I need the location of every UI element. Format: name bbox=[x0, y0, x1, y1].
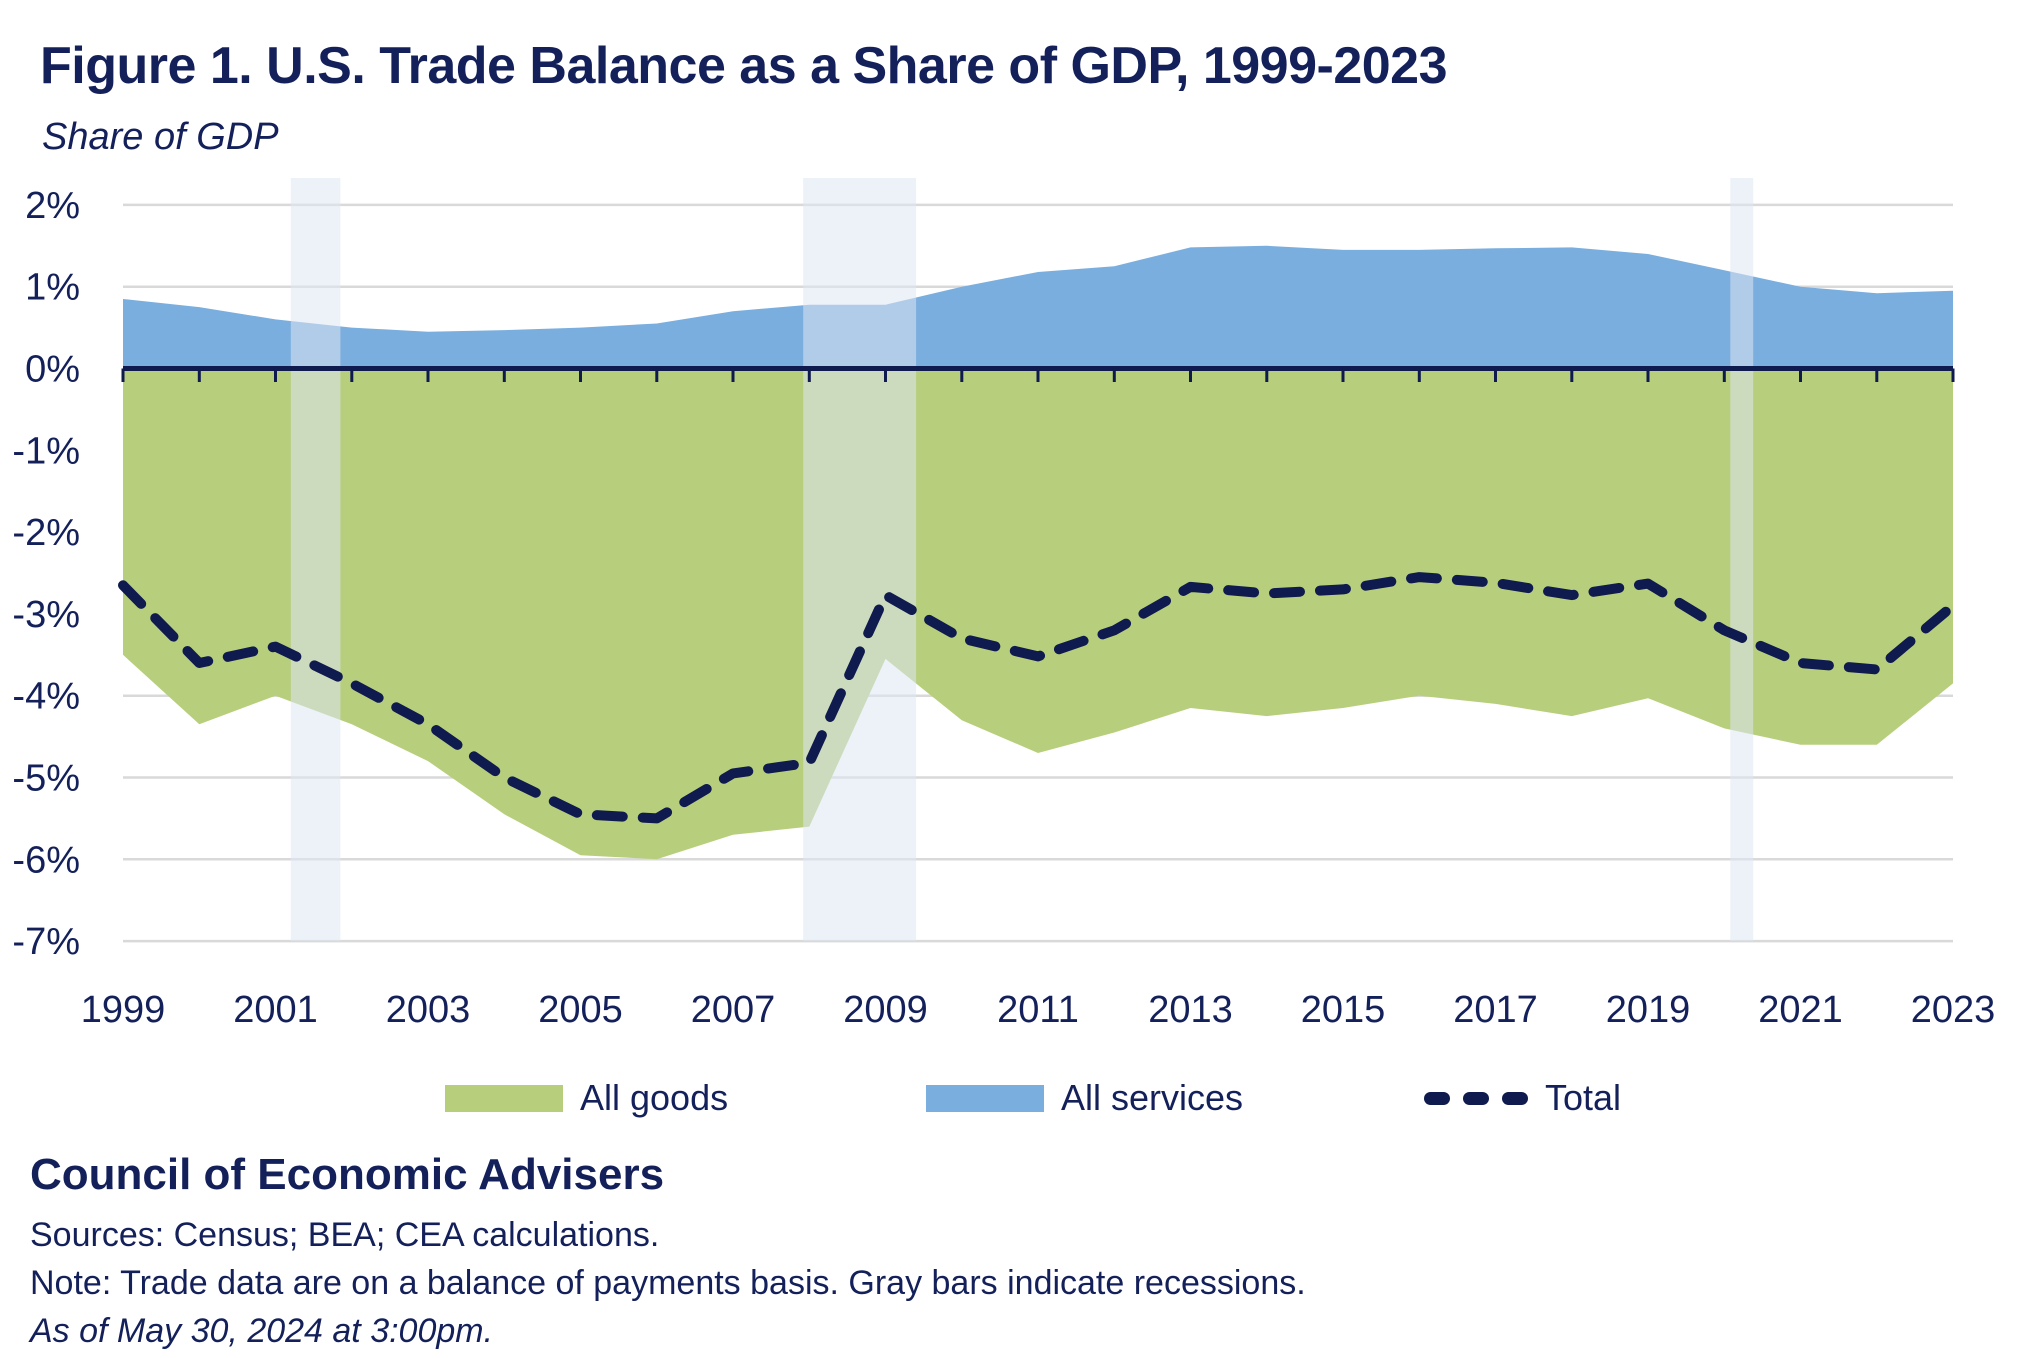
all-goods-label: All goods bbox=[580, 1077, 729, 1118]
x-tick-label-2019: 2019 bbox=[1606, 989, 1691, 1031]
x-tick-label-2017: 2017 bbox=[1453, 989, 1538, 1031]
y-tick-label-0pct: 0% bbox=[25, 349, 80, 391]
all-goods-swatch bbox=[445, 1084, 563, 1112]
all-services-area bbox=[123, 245, 1953, 369]
legend-item-total: Total bbox=[1424, 1076, 1621, 1120]
y-tick-label--6pct: -6% bbox=[12, 839, 80, 881]
x-tick-label-2015: 2015 bbox=[1301, 989, 1386, 1031]
footer-note: Note: Trade data are on a balance of pay… bbox=[30, 1264, 1306, 1302]
legend-item-all-goods: All goods bbox=[445, 1076, 728, 1120]
x-tick-label-2011: 2011 bbox=[997, 989, 1079, 1031]
total-dashed-line bbox=[118, 572, 1958, 824]
x-tick-label-2007: 2007 bbox=[691, 989, 776, 1031]
footer-organization: Council of Economic Advisers bbox=[30, 1150, 665, 1199]
figure-title: Figure 1. U.S. Trade Balance as a Share … bbox=[40, 37, 1448, 95]
all-services-swatch bbox=[926, 1084, 1044, 1112]
total-label: Total bbox=[1545, 1077, 1622, 1118]
x-tick-label-2003: 2003 bbox=[386, 989, 471, 1031]
footer-asof-timestamp: As of May 30, 2024 at 3:00pm. bbox=[30, 1312, 494, 1350]
y-tick-label--5pct: -5% bbox=[12, 758, 80, 800]
y-tick-label--3pct: -3% bbox=[12, 594, 80, 636]
all-goods-area bbox=[123, 368, 1953, 860]
footer-sources: Sources: Census; BEA; CEA calculations. bbox=[30, 1216, 660, 1254]
all-services-label: All services bbox=[1061, 1077, 1244, 1118]
x-tick-label-2021: 2021 bbox=[1758, 989, 1843, 1031]
legend-item-all-services: All services bbox=[926, 1076, 1243, 1120]
x-tick-label-2013: 2013 bbox=[1148, 989, 1233, 1031]
y-tick-label-2pct: 2% bbox=[25, 185, 80, 227]
y-tick-label--2pct: -2% bbox=[12, 512, 80, 554]
x-tick-label-2005: 2005 bbox=[538, 989, 623, 1031]
total-dashed-swatch bbox=[1424, 1091, 1528, 1105]
recession-band-0 bbox=[290, 178, 341, 941]
x-tick-label-1999: 1999 bbox=[81, 989, 166, 1031]
y-tick-label--1pct: -1% bbox=[12, 430, 80, 472]
x-tick-label-2023: 2023 bbox=[1911, 989, 1996, 1031]
x-tick-label-2001: 2001 bbox=[233, 989, 318, 1031]
y-tick-label--7pct: -7% bbox=[12, 921, 80, 963]
y-tick-label-1pct: 1% bbox=[25, 267, 80, 309]
y-tick-label--4pct: -4% bbox=[12, 676, 80, 718]
recession-band-2 bbox=[1730, 178, 1754, 941]
recession-band-1 bbox=[803, 178, 917, 941]
y-axis-unit-label: Share of GDP bbox=[42, 116, 279, 158]
x-tick-label-2009: 2009 bbox=[843, 989, 928, 1031]
